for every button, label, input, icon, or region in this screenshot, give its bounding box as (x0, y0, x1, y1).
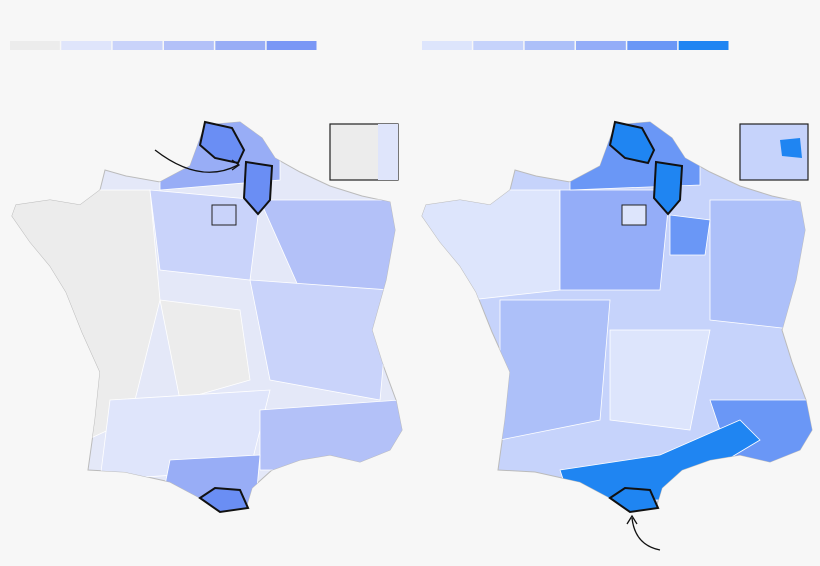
highlight-region (198, 120, 246, 165)
arrow (154, 149, 239, 173)
map-left (11, 120, 403, 514)
legend-swatch (164, 41, 214, 50)
legend-swatch (473, 41, 524, 50)
legend-swatch (576, 41, 626, 50)
department (159, 299, 251, 401)
legend-swatch (61, 41, 112, 50)
department (559, 189, 671, 291)
department (422, 189, 561, 301)
inset-marker (621, 204, 647, 226)
legend-swatch (112, 41, 163, 50)
arrow-head (231, 159, 241, 171)
highlight-region (608, 120, 656, 165)
arrow (631, 517, 661, 551)
map-right (421, 120, 813, 551)
highlight-region (608, 486, 660, 514)
department (259, 399, 402, 471)
legend-swatch (524, 41, 575, 50)
highlight-region (198, 486, 250, 514)
department (249, 279, 391, 401)
department (499, 299, 611, 441)
inset-region (780, 138, 802, 158)
arrow-head (626, 514, 638, 525)
legend-swatch (215, 41, 266, 50)
highlight-region (242, 160, 274, 216)
legend-swatch (627, 41, 678, 50)
inset-region (378, 124, 398, 180)
department (669, 214, 711, 256)
department (149, 189, 261, 281)
legend-left (10, 41, 317, 50)
legend-swatch (10, 41, 60, 50)
department (709, 199, 811, 331)
highlight-region (652, 160, 684, 216)
legend-swatch (678, 41, 729, 50)
department (609, 329, 711, 431)
legend-right (422, 41, 729, 50)
legend-swatch (422, 41, 472, 50)
inset-marker (211, 204, 237, 226)
legend-swatch (266, 41, 317, 50)
